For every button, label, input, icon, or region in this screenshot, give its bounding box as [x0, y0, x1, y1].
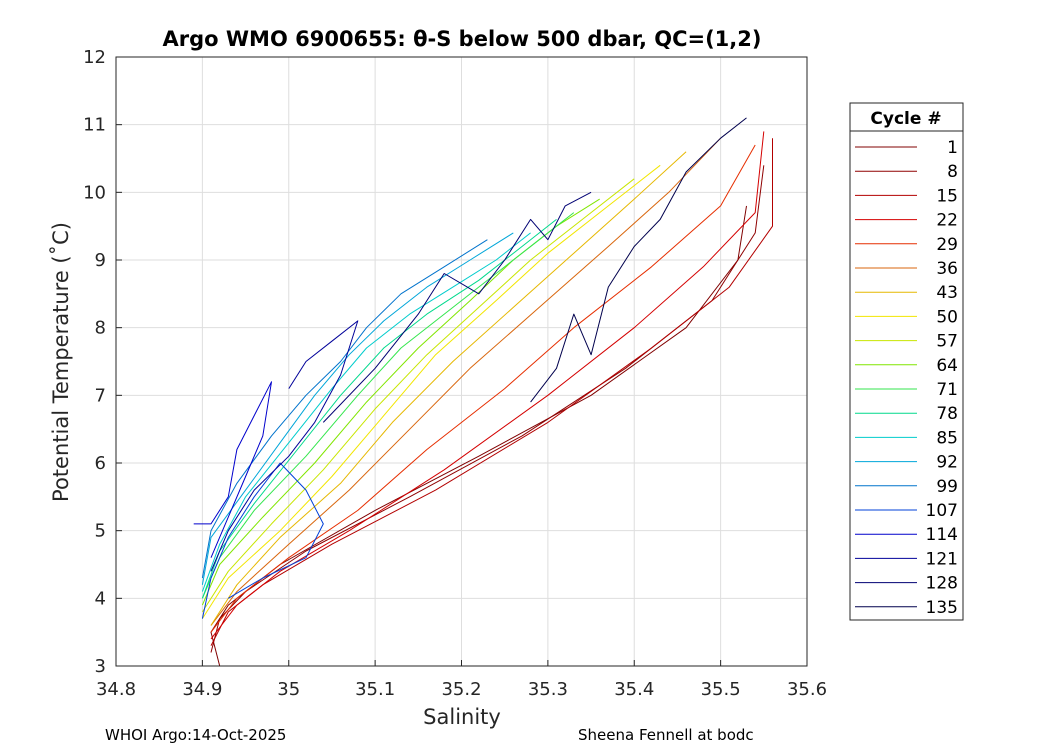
- series-line-cycle-8: [210, 165, 765, 653]
- y-tick-label: 4: [95, 588, 106, 609]
- y-axis-label: Potential Temperature (˚C): [49, 222, 73, 502]
- y-tick-label: 5: [95, 521, 106, 542]
- series-lines: [193, 117, 773, 667]
- x-tick-label: 35.4: [614, 679, 654, 700]
- legend-label: 8: [947, 162, 958, 182]
- legend-label: 57: [936, 332, 958, 352]
- x-tick-label: 35.6: [787, 679, 827, 700]
- legend-label: 107: [926, 501, 958, 521]
- series-line-cycle-78: [201, 219, 557, 599]
- legend-label: 114: [926, 525, 958, 545]
- legend-label: 29: [936, 235, 958, 255]
- footer-right: Sheena Fennell at bodc: [578, 726, 754, 744]
- legend-label: 121: [926, 549, 958, 569]
- series-line-cycle-22: [210, 131, 765, 640]
- y-tick-label: 10: [83, 182, 106, 203]
- y-tick-label: 7: [95, 385, 106, 406]
- legend-label: 15: [936, 186, 958, 206]
- x-tick-label: 35.5: [701, 679, 741, 700]
- legend-items: 1 8 15 22 29 36 43 50 57 64 71 78 85 92 99 107 114 121 128…: [855, 138, 958, 618]
- x-tick-label: 34.8: [96, 679, 136, 700]
- legend-title: Cycle #: [870, 109, 941, 129]
- series-line-cycle-92: [201, 232, 514, 585]
- legend-label: 71: [936, 380, 958, 400]
- series-line-cycle-128: [322, 191, 592, 423]
- x-tick-label: 35.1: [355, 679, 395, 700]
- legend-label: 22: [936, 211, 958, 231]
- x-tick-label: 34.9: [182, 679, 222, 700]
- y-tick-label: 9: [95, 250, 106, 271]
- legend-label: 43: [936, 283, 958, 303]
- series-line-cycle-36: [210, 137, 721, 626]
- x-axis-label: Salinity: [423, 705, 501, 729]
- legend-label: 64: [936, 356, 958, 376]
- series-line-cycle-43: [210, 151, 687, 626]
- series-line-cycle-29: [210, 144, 756, 633]
- legend: Cycle # 18152229364350576471788592991071…: [849, 102, 964, 621]
- y-tick-label: 3: [95, 656, 106, 677]
- x-tick-label: 35: [277, 679, 300, 700]
- x-tick-labels: 34.8 34.9 35 35.1 35.2 35.3 35.4 35.5 35.6: [96, 660, 827, 700]
- series-line-cycle-99: [201, 239, 488, 579]
- legend-label: 78: [936, 404, 958, 424]
- legend-label: 99: [936, 477, 958, 497]
- series-line-cycle-1: [210, 205, 747, 667]
- legend-label: 1: [947, 138, 958, 158]
- legend-label: 135: [926, 598, 958, 618]
- y-tick-labels: 3 4 5 6 7 8 9 10 11 12: [83, 47, 122, 677]
- series-line-cycle-114: [193, 381, 272, 558]
- footer-left: WHOI Argo:14-Oct-2025: [105, 726, 286, 744]
- series-line-cycle-85: [201, 232, 531, 592]
- series-line-cycle-50: [201, 164, 661, 619]
- series-line-cycle-107: [201, 462, 324, 619]
- legend-label: 85: [936, 428, 958, 448]
- y-tick-label: 12: [83, 47, 106, 68]
- series-line-cycle-71: [201, 212, 575, 599]
- legend-label: 36: [936, 259, 958, 279]
- x-tick-label: 35.3: [528, 679, 568, 700]
- grid-lines: [115, 56, 808, 667]
- x-tick-label: 35.2: [441, 679, 481, 700]
- series-line-cycle-57: [201, 178, 635, 613]
- chart-title: Argo WMO 6900655: θ-S below 500 dbar, QC…: [163, 27, 762, 51]
- y-tick-label: 6: [95, 453, 106, 474]
- legend-label: 92: [936, 453, 958, 473]
- series-line-cycle-15: [210, 138, 773, 646]
- y-tick-label: 11: [83, 115, 106, 136]
- legend-label: 50: [936, 307, 958, 327]
- y-tick-label: 8: [95, 318, 106, 339]
- series-line-cycle-121: [210, 320, 359, 572]
- legend-label: 128: [926, 574, 958, 594]
- series-line-cycle-135: [530, 117, 747, 403]
